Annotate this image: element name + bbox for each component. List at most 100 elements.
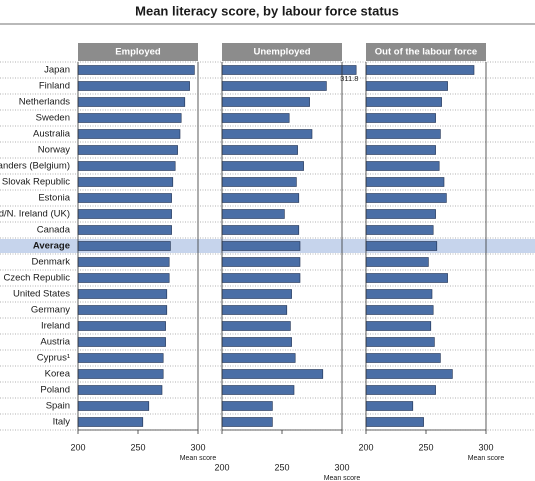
bar <box>77 65 195 75</box>
bar <box>221 193 300 203</box>
category-label: Sweden <box>36 113 70 124</box>
category-label: Estonia <box>38 193 70 204</box>
panel-title: Out of the labour force <box>375 47 477 58</box>
x-tick-label: 200 <box>214 462 229 472</box>
bar <box>77 417 144 427</box>
category-label: Germany <box>31 305 70 316</box>
category-label: landers (Belgium) <box>0 161 70 172</box>
bar <box>221 161 304 171</box>
bar <box>77 401 150 411</box>
panel-title: Unemployed <box>253 47 310 58</box>
value-label: 311.8 <box>340 74 358 83</box>
bar <box>365 257 429 267</box>
bar <box>77 289 168 299</box>
bar <box>365 81 448 91</box>
category-label: Finland <box>39 81 70 92</box>
bar <box>221 257 301 267</box>
bar <box>221 337 292 347</box>
bar <box>365 161 440 171</box>
bar <box>221 401 273 411</box>
category-label: Poland <box>40 385 70 396</box>
bar <box>365 353 441 363</box>
bar <box>77 145 178 155</box>
bar <box>365 65 475 75</box>
bar <box>77 385 163 395</box>
x-tick-label: 250 <box>418 442 433 452</box>
bar <box>365 401 414 411</box>
x-tick-label: 200 <box>358 442 373 452</box>
bar <box>77 241 171 251</box>
bar <box>221 369 324 379</box>
bar <box>221 353 296 363</box>
category-label: United States <box>13 289 70 300</box>
category-label: Ireland <box>41 321 70 332</box>
bar <box>77 369 164 379</box>
bar <box>365 177 445 187</box>
bar <box>221 129 313 139</box>
bar <box>77 193 172 203</box>
x-tick-label: 250 <box>274 462 289 472</box>
bar <box>77 225 172 235</box>
x-tick-label: 250 <box>130 442 145 452</box>
bar <box>77 353 164 363</box>
category-label: Australia <box>33 129 71 140</box>
bar <box>221 273 301 283</box>
bar <box>365 417 424 427</box>
bar <box>77 97 186 107</box>
bar <box>221 417 273 427</box>
bar <box>77 321 166 331</box>
category-label: Cyprus¹ <box>37 353 70 364</box>
x-axis-label: Mean score <box>180 455 217 462</box>
bar <box>221 241 301 251</box>
chart-title: Mean literacy score, by labour force sta… <box>135 3 399 18</box>
bar <box>221 177 297 187</box>
bar <box>77 161 176 171</box>
bar <box>221 209 285 219</box>
category-label: Italy <box>53 417 71 428</box>
bar <box>77 305 168 315</box>
bar <box>365 145 436 155</box>
panel-header <box>222 43 342 61</box>
bar <box>77 273 170 283</box>
bar <box>221 97 310 107</box>
category-label: Austria <box>40 337 70 348</box>
bar <box>365 321 432 331</box>
bar <box>365 273 448 283</box>
bar <box>221 225 300 235</box>
bar <box>365 289 433 299</box>
category-label: Korea <box>45 369 71 380</box>
bar <box>77 257 170 267</box>
x-tick-label: 300 <box>478 442 493 452</box>
bar <box>221 305 288 315</box>
bar <box>365 97 442 107</box>
bar <box>221 65 357 75</box>
panel-title: Employed <box>115 47 161 58</box>
bar <box>221 321 291 331</box>
bar <box>365 369 453 379</box>
bar <box>365 241 438 251</box>
bar <box>77 337 166 347</box>
bar <box>365 305 434 315</box>
x-tick-label: 200 <box>70 442 85 452</box>
bar <box>221 385 295 395</box>
category-label: Canada <box>37 225 71 236</box>
bar <box>365 113 436 123</box>
category-label: Average <box>33 241 70 252</box>
bar <box>365 385 436 395</box>
category-label: Slovak Republic <box>2 177 70 188</box>
bar <box>221 81 327 91</box>
category-label: Spain <box>46 401 70 412</box>
panel-header <box>78 43 198 61</box>
x-tick-label: 300 <box>190 442 205 452</box>
bar <box>77 129 181 139</box>
bar <box>365 129 441 139</box>
bar <box>77 177 174 187</box>
bar <box>365 209 436 219</box>
bar <box>365 337 435 347</box>
bar <box>77 209 172 219</box>
category-label: Norway <box>38 145 70 156</box>
category-label: Netherlands <box>19 97 70 108</box>
x-tick-label: 300 <box>334 462 349 472</box>
bar <box>221 145 298 155</box>
